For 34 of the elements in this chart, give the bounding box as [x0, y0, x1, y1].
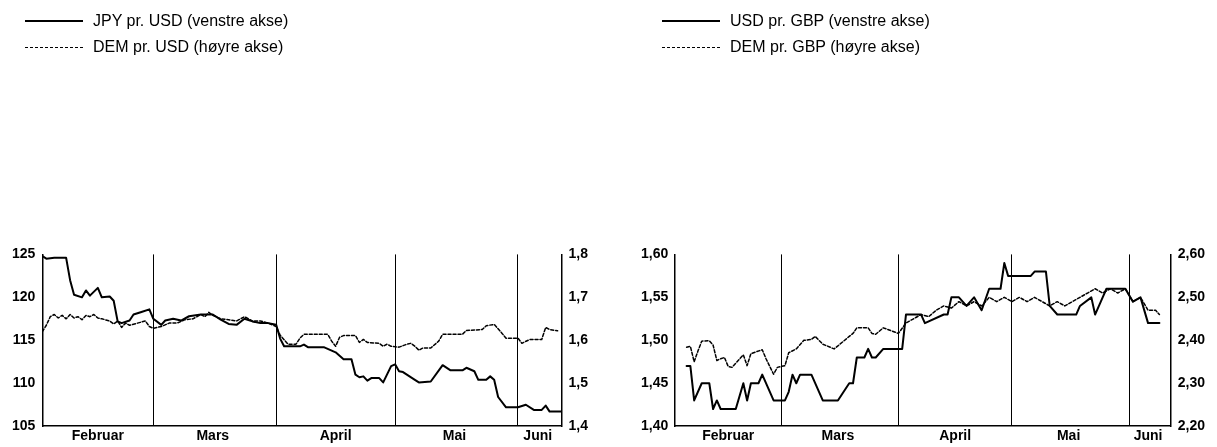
y2-tick-label: 2,30 [1177, 374, 1206, 391]
x-tick-label: Mai [1056, 427, 1081, 444]
y2-tick-label: 1,6 [568, 331, 589, 348]
y2-tick-label: 2,20 [1177, 417, 1206, 434]
x-tick-label: Mars [196, 427, 230, 444]
x-tick-label: Mars [821, 427, 855, 444]
y2-tick-label: 2,60 [1177, 245, 1206, 262]
x-tick-label: Juni [523, 427, 553, 444]
x-tick-label: Februar [71, 427, 125, 444]
y-tick-label: 1,45 [641, 374, 669, 391]
x-tick-label: Februar [702, 427, 755, 444]
y-tick-label: 110 [12, 374, 36, 391]
y-tick-label: 120 [12, 288, 36, 305]
y-tick-label: 1,50 [641, 331, 669, 348]
legend-label: JPY pr. USD (venstre akse) [93, 11, 289, 31]
y-tick-label: 1,55 [641, 288, 669, 305]
x-tick-label: Mai [442, 427, 467, 444]
y2-tick-label: 2,40 [1177, 331, 1206, 348]
y-tick-label: 1,60 [641, 245, 669, 262]
y2-tick-label: 2,50 [1177, 288, 1206, 305]
y-tick-label: 1,40 [641, 417, 669, 434]
legend-label: DEM pr. GBP (høyre akse) [730, 37, 920, 57]
y-tick-label: 105 [12, 417, 36, 434]
y-tick-label: 125 [12, 245, 36, 262]
y2-tick-label: 1,4 [568, 417, 589, 434]
legend-label: USD pr. GBP (venstre akse) [730, 11, 930, 31]
legend-label: DEM pr. USD (høyre akse) [93, 37, 284, 57]
x-tick-label: Juni [1133, 427, 1163, 444]
y2-tick-label: 1,8 [568, 245, 589, 262]
y2-tick-label: 1,5 [568, 374, 589, 391]
y2-tick-label: 1,7 [568, 288, 589, 305]
y-tick-label: 115 [12, 331, 36, 348]
x-tick-label: April [939, 427, 972, 444]
x-tick-label: April [319, 427, 352, 444]
